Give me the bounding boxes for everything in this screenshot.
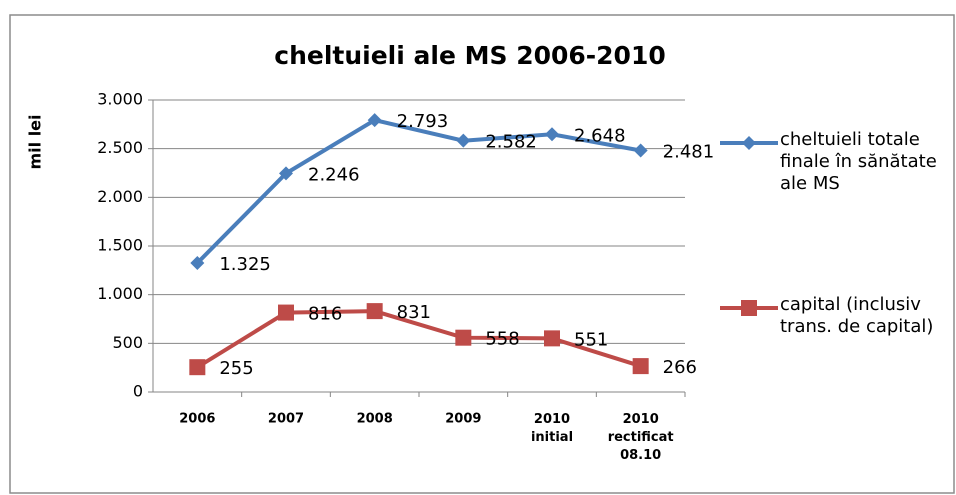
series-line bbox=[195, 118, 642, 265]
x-tick-label: 2007 bbox=[268, 412, 304, 427]
data-label: 831 bbox=[397, 302, 431, 323]
data-label: 266 bbox=[663, 357, 697, 378]
chart-frame bbox=[9, 14, 955, 494]
x-tick-label: 2009 bbox=[445, 412, 481, 427]
legend-marker bbox=[742, 136, 756, 150]
marker bbox=[545, 127, 559, 142]
marker bbox=[367, 113, 382, 128]
data-label: 255 bbox=[219, 358, 253, 379]
marker bbox=[632, 358, 649, 375]
data-label: 2.582 bbox=[485, 132, 537, 153]
y-tick-label: 1.500 bbox=[97, 236, 143, 255]
marker bbox=[366, 303, 383, 320]
marker bbox=[190, 256, 205, 271]
legend-label: cheltuieli totale finale în sănătate ale… bbox=[780, 129, 937, 194]
x-tick-label: 2006 bbox=[179, 412, 215, 427]
data-label: 551 bbox=[574, 329, 608, 350]
data-label: 1.325 bbox=[219, 254, 271, 275]
marker bbox=[633, 143, 648, 158]
y-tick-label: 1.000 bbox=[97, 284, 143, 303]
y-tick-label: 2.500 bbox=[97, 138, 143, 157]
marker bbox=[278, 304, 294, 321]
series-line bbox=[196, 309, 642, 369]
marker bbox=[456, 133, 471, 148]
y-axis-label: mil lei bbox=[26, 114, 45, 169]
x-tick-label: 2010 rectificat 08.10 bbox=[608, 412, 674, 463]
marker bbox=[189, 359, 206, 376]
y-tick-label: 500 bbox=[112, 333, 143, 352]
x-tick-label: 2010 initial bbox=[531, 412, 573, 445]
x-tick-label: 2008 bbox=[357, 412, 393, 427]
marker bbox=[279, 166, 293, 181]
y-tick-label: 2.000 bbox=[97, 187, 143, 206]
data-label: 816 bbox=[308, 304, 342, 325]
data-label: 2.246 bbox=[308, 164, 360, 185]
data-label: 2.648 bbox=[574, 125, 626, 146]
chart-title: cheltuieli ale MS 2006-2010 bbox=[274, 41, 665, 70]
y-tick-label: 0 bbox=[133, 382, 143, 401]
legend-label: capital (inclusiv trans. de capital) bbox=[780, 294, 934, 337]
data-label: 2.793 bbox=[397, 111, 449, 132]
marker bbox=[544, 330, 560, 347]
legend-marker bbox=[741, 300, 757, 316]
data-label: 558 bbox=[485, 329, 519, 350]
data-label: 2.481 bbox=[663, 142, 715, 163]
marker bbox=[455, 329, 472, 346]
y-tick-label: 3.000 bbox=[97, 90, 143, 109]
